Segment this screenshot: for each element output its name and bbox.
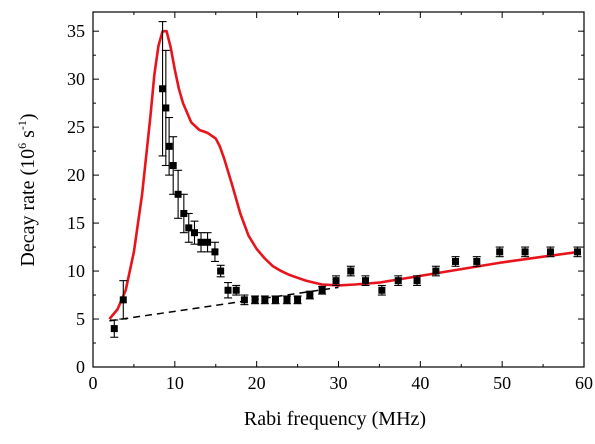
x-tick-label: 20 [248, 373, 266, 393]
data-point [185, 224, 193, 232]
y-axis-title: Decay rate (106 s-1) [15, 113, 39, 266]
data-point [217, 267, 225, 275]
baseline-dashed-line [109, 286, 339, 322]
data-point [232, 286, 240, 294]
data-point [197, 238, 205, 246]
y-axis-title-sup1: 6 [15, 143, 29, 149]
data-point [204, 238, 212, 246]
data-point [362, 277, 370, 285]
data-point [413, 277, 421, 285]
data-point [174, 190, 182, 198]
data-point [394, 277, 402, 285]
data-point [180, 209, 188, 217]
data-point [332, 277, 340, 285]
data-point [169, 162, 177, 170]
y-tick-label: 10 [67, 261, 85, 281]
data-point [306, 291, 314, 299]
data-point [496, 248, 504, 256]
axes: 0 10 20 30 40 50 60 0 5 10 15 20 25 30 35 [67, 11, 593, 393]
y-tick-label: 20 [67, 165, 85, 185]
data-point [165, 142, 173, 150]
y-axis-title-suffix: ) [17, 113, 39, 120]
data-point [251, 296, 259, 304]
data-point [318, 286, 326, 294]
data-point [546, 248, 554, 256]
data-point [573, 248, 581, 256]
data-point [271, 296, 279, 304]
data-point [452, 257, 460, 265]
data-point [521, 248, 529, 256]
series-layer [108, 21, 582, 338]
y-tick-label: 30 [67, 69, 85, 89]
data-point [378, 286, 386, 294]
data-point [162, 104, 170, 112]
data-point [119, 296, 127, 304]
data-point [110, 325, 118, 333]
data-point [473, 257, 481, 265]
x-tick-label: 0 [89, 373, 98, 393]
y-axis-title-prefix: Decay rate (10 [17, 149, 39, 267]
data-point [159, 85, 167, 93]
y-tick-label: 35 [67, 21, 85, 41]
x-tick-label: 50 [493, 373, 511, 393]
data-point [261, 296, 269, 304]
data-point [283, 296, 291, 304]
x-tick-label: 10 [166, 373, 184, 393]
x-tick-label: 40 [411, 373, 429, 393]
data-point [211, 248, 219, 256]
x-tick-label: 30 [330, 373, 348, 393]
data-point [190, 229, 198, 237]
y-tick-label: 15 [67, 213, 85, 233]
data-point [347, 267, 355, 275]
theory-curve [108, 29, 579, 320]
data-point [294, 296, 302, 304]
y-tick-label: 25 [67, 117, 85, 137]
y-axis-title-sup2: -1 [15, 120, 29, 130]
y-axis-title-middle: s [17, 130, 39, 143]
y-tick-label: 0 [76, 357, 85, 377]
x-axis-title: Rabi frequency (MHz) [244, 408, 426, 430]
labels-layer: Rabi frequency (MHz) Decay rate (106 s-1… [15, 113, 426, 430]
data-point [224, 286, 232, 294]
data-point [240, 296, 248, 304]
x-tick-label: 60 [575, 373, 593, 393]
plot-frame [92, 11, 585, 368]
data-point [432, 267, 440, 275]
y-tick-label: 5 [76, 309, 85, 329]
